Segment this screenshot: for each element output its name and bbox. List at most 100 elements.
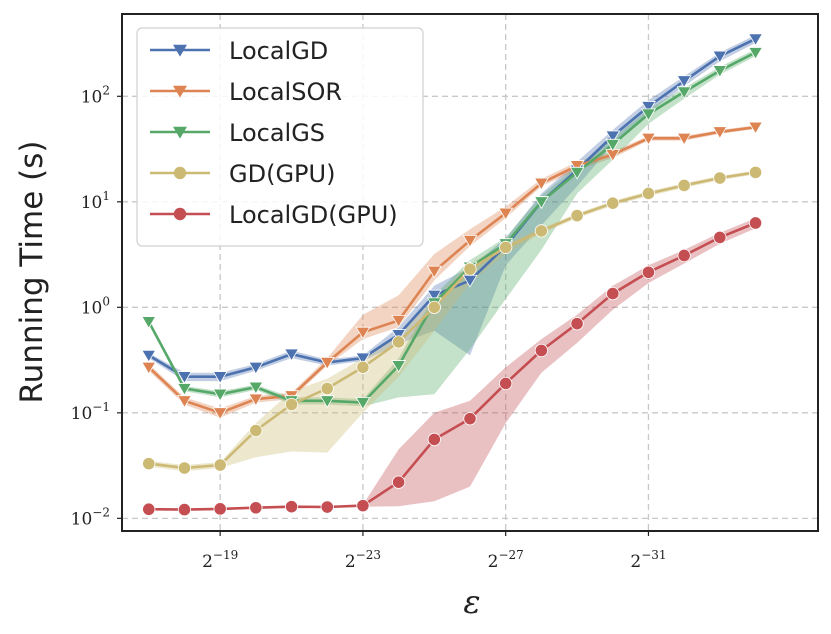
gd-gpu-band — [148, 170, 756, 472]
localgd-gpu-point — [320, 500, 334, 514]
x-axis-label: ε — [463, 583, 480, 621]
localgd-gpu-point — [463, 412, 477, 426]
legend-label-localgs: LocalGS — [229, 119, 325, 147]
y-axis-label: Running Time (s) — [14, 141, 50, 404]
series-markers — [141, 33, 764, 517]
gd-gpu-point — [748, 165, 763, 179]
localgd-gpu-point — [606, 286, 620, 301]
localsor-point — [748, 121, 764, 135]
localgd-gpu-band — [148, 218, 756, 511]
gd-gpu-point — [641, 186, 656, 201]
localgd-gpu-point — [284, 500, 299, 514]
gd-gpu-point — [356, 360, 370, 374]
localgs-point — [569, 166, 585, 180]
localgs-point — [676, 86, 692, 100]
localgs-point — [319, 395, 335, 409]
localgd-point — [426, 289, 442, 303]
localgd-gpu-point — [534, 343, 548, 358]
x-tick-label: 2−19 — [202, 548, 238, 572]
localgd-point — [176, 371, 192, 384]
localgs-point — [748, 47, 764, 60]
localsor-point — [212, 407, 228, 421]
y-tick-label: 10−2 — [71, 505, 110, 529]
localgd-gpu-point — [499, 376, 513, 391]
localgs-point — [141, 316, 157, 329]
localgs-point — [355, 397, 371, 410]
localsor-point — [712, 126, 728, 140]
gd-gpu-point — [534, 224, 548, 238]
y-tick-label: 102 — [81, 83, 110, 107]
gd-gpu-point — [249, 423, 263, 438]
legend-marker-gd-gpu — [173, 166, 187, 180]
x-tick-label: 2−31 — [630, 548, 666, 572]
gd-gpu-point — [463, 262, 477, 276]
localgd-gpu-point — [641, 265, 656, 279]
localgd-point — [212, 371, 228, 384]
localsor-point — [391, 315, 407, 328]
gd-gpu-point — [284, 397, 299, 412]
legend-marker-localsor — [173, 85, 187, 98]
localgd-gpu-point — [713, 230, 727, 244]
localgs-point — [712, 65, 728, 78]
localgd-gpu-point — [356, 499, 370, 513]
plot-frame — [121, 13, 819, 532]
localgs-point — [533, 196, 549, 210]
y-tick-label: 10−1 — [71, 400, 110, 424]
localsor-point — [498, 207, 514, 221]
localgd-gpu-point — [213, 502, 227, 516]
localgd-gpu-point — [177, 503, 192, 517]
localsor-point — [141, 361, 157, 375]
x-tick-label: 2−23 — [345, 548, 381, 572]
y-tick-label: 101 — [81, 189, 110, 213]
x-tick-label: 2−27 — [488, 548, 524, 572]
localgd-point — [748, 33, 764, 47]
legend-label-localsor: LocalSOR — [229, 78, 342, 106]
gd-gpu-point — [213, 458, 227, 472]
y-tick-label: 100 — [81, 294, 110, 318]
legend-label-localgd-gpu: LocalGD(GPU) — [229, 201, 398, 229]
legend: LocalGD LocalSOR LocalGS GD(GPU) LocalGD(GPU… — [136, 27, 424, 247]
localgs-point — [176, 383, 192, 396]
localgd-gpu-point — [427, 432, 441, 446]
gd-gpu-point — [392, 335, 406, 349]
localgd-point — [248, 361, 264, 375]
localgs-point — [640, 108, 656, 122]
localgd-point — [712, 50, 728, 64]
gd-gpu-point — [499, 240, 513, 254]
localgd-gpu-point — [677, 248, 691, 263]
localgs-point — [212, 388, 228, 402]
localgs-point — [605, 138, 621, 152]
localsor-point — [533, 177, 549, 191]
legend-marker-localgs — [173, 126, 187, 139]
localsor-point — [426, 265, 442, 279]
gd-gpu-point — [677, 178, 691, 193]
gd-gpu-point — [427, 300, 441, 314]
legend-marker-localgd-gpu — [173, 207, 187, 221]
localgd-point — [640, 101, 656, 114]
localsor-point — [462, 234, 478, 248]
gd-gpu-point — [142, 457, 156, 471]
localsor-point — [355, 326, 371, 340]
localgd-point — [355, 352, 371, 366]
localgd-point — [676, 75, 692, 89]
localsor-point — [676, 132, 692, 146]
gd-gpu-point — [320, 381, 334, 396]
gd-gpu-point — [606, 196, 620, 210]
localgd-gpu-point — [392, 475, 406, 489]
x-axis-ticks: 2−19 2−23 2−27 2−31 — [202, 531, 667, 572]
gd-gpu-point — [177, 461, 192, 475]
legend-label-localgd: LocalGD — [229, 37, 328, 65]
localsor-point — [319, 356, 335, 370]
localgd-band — [148, 35, 756, 382]
localgd-point — [284, 348, 300, 362]
localsor-point — [640, 132, 656, 146]
localgd-gpu-point — [570, 317, 584, 331]
gd-gpu-point — [570, 209, 584, 223]
localgd-point — [605, 130, 621, 144]
localgs-point — [248, 381, 264, 395]
localgd-gpu-point — [249, 501, 263, 515]
gd-gpu-point — [713, 171, 727, 185]
legend-marker-localgd — [173, 44, 187, 57]
localsor-line — [147, 125, 756, 415]
localsor-point — [569, 160, 585, 173]
